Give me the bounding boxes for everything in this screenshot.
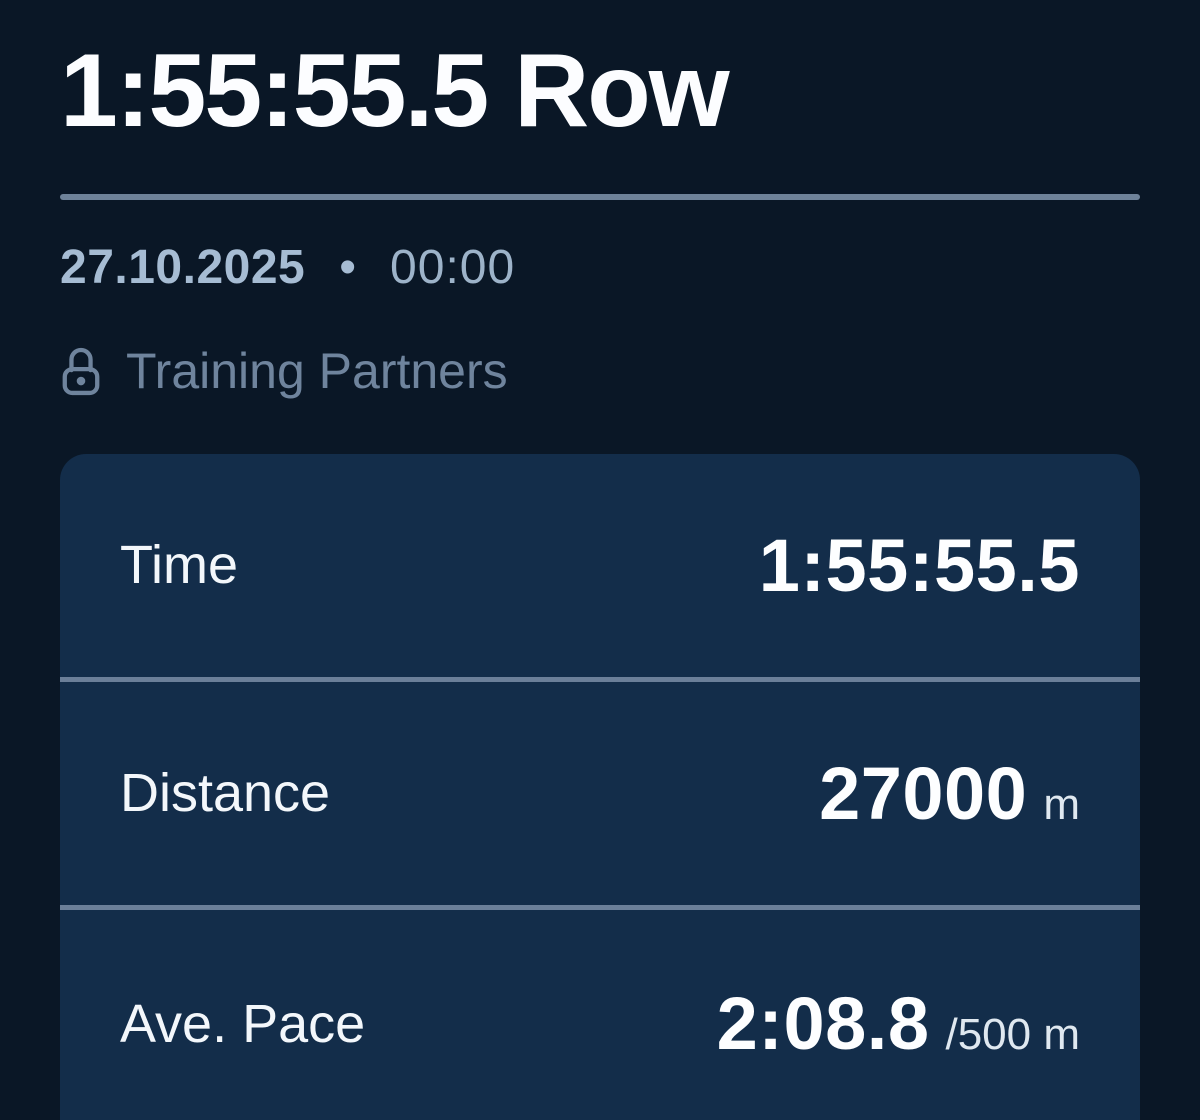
stats-card: Time 1:55:55.5 Distance 27000 m Ave. Pac… xyxy=(60,453,1140,1120)
stat-value-group-time: 1:55:55.5 xyxy=(759,523,1080,608)
stat-value-distance: 27000 xyxy=(819,751,1028,835)
stat-row-distance: Distance 27000 m xyxy=(60,682,1140,910)
stat-value-group-distance: 27000 m xyxy=(819,751,1080,836)
stat-value-ave-pace: 2:08.8 xyxy=(716,982,930,1066)
privacy-label: Training Partners xyxy=(126,342,508,399)
stat-label-ave-pace: Ave. Pace xyxy=(120,993,366,1054)
stat-row-time: Time 1:55:55.5 xyxy=(60,454,1140,682)
stat-value-time: 1:55:55.5 xyxy=(758,523,1080,607)
stat-value-group-ave-pace: 2:08.8 /500 m xyxy=(717,981,1080,1066)
stat-label-time: Time xyxy=(120,535,238,596)
stat-unit-ave-pace: /500 m xyxy=(945,1010,1080,1060)
privacy-setting[interactable]: Training Partners xyxy=(60,342,1140,400)
stat-unit-distance: m xyxy=(1043,779,1080,829)
dot-separator: • xyxy=(339,241,357,295)
stat-label-distance: Distance xyxy=(120,763,331,824)
lock-icon xyxy=(60,346,102,396)
workout-start-time: 00:00 xyxy=(390,241,516,295)
date-time-row: 27.10.2025 • 00:00 xyxy=(60,240,1140,295)
workout-date: 27.10.2025 xyxy=(60,241,306,295)
title-divider xyxy=(60,194,1140,201)
page-title: 1:55:55.5 Row xyxy=(60,33,730,149)
stat-row-ave-pace: Ave. Pace 2:08.8 /500 m xyxy=(60,910,1140,1120)
